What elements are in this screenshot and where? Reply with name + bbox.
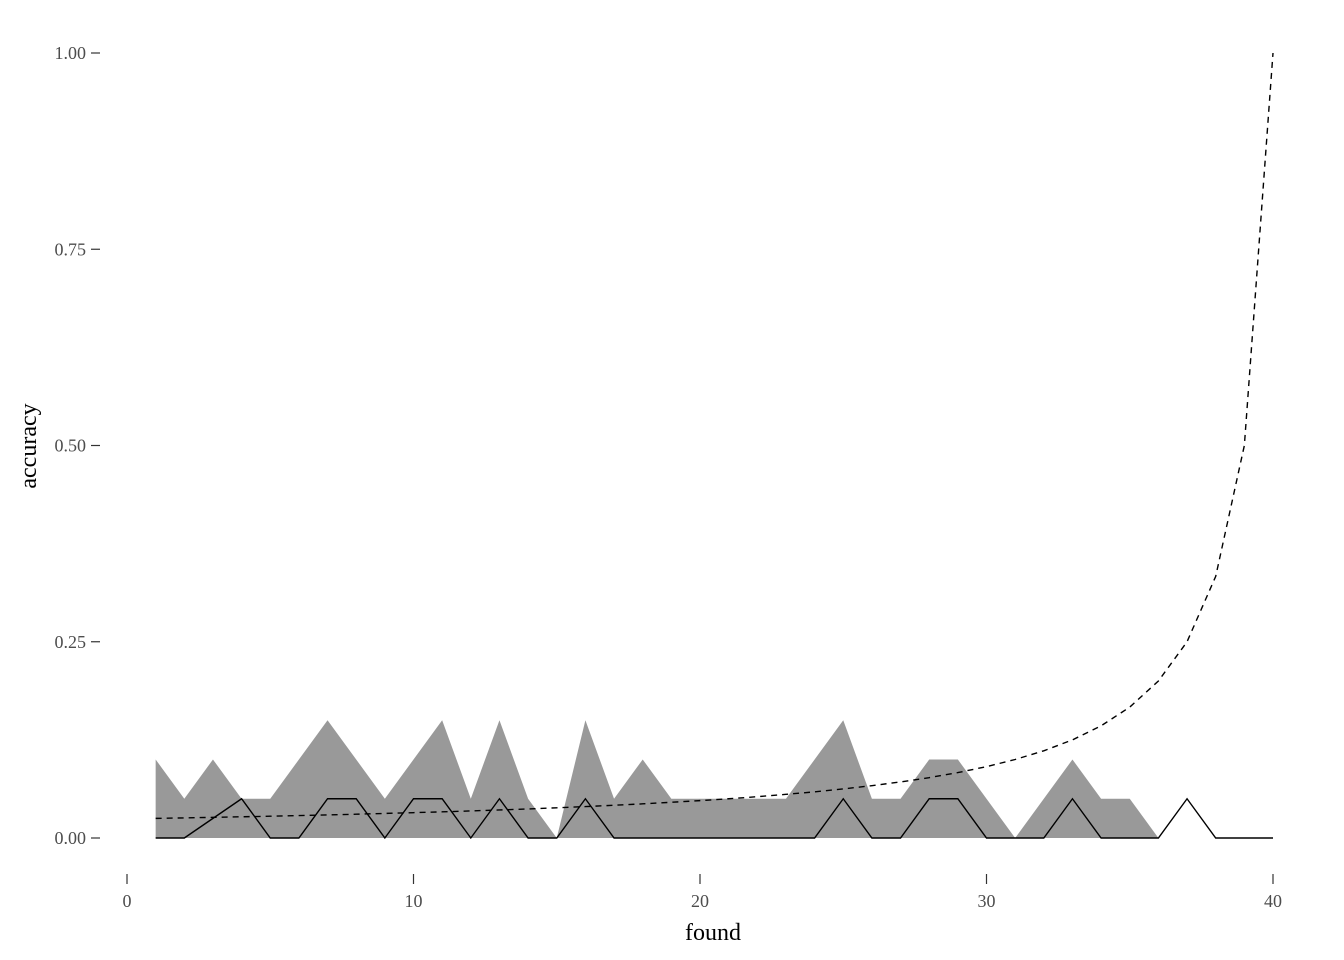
y-axis-title: accuracy xyxy=(16,403,42,488)
y-tick-label: 0.25 xyxy=(55,632,87,652)
x-tick-label: 0 xyxy=(123,891,132,911)
reference-curve xyxy=(155,52,1274,820)
y-tick-label: 0.00 xyxy=(55,828,87,848)
x-tick-label: 40 xyxy=(1264,891,1282,911)
y-tick-label: 0.75 xyxy=(55,239,87,259)
x-tick-label: 20 xyxy=(691,891,709,911)
x-tick-label: 30 xyxy=(978,891,996,911)
plot-area xyxy=(155,52,1274,840)
series-line xyxy=(155,797,1273,840)
band-area xyxy=(155,720,1159,838)
y-axis: 0.00 0.25 0.50 0.75 1.00 xyxy=(55,43,100,848)
x-axis-title: found xyxy=(685,920,741,946)
y-tick-label: 0.50 xyxy=(55,436,87,456)
x-tick-label: 10 xyxy=(405,891,423,911)
y-tick-label: 1.00 xyxy=(55,43,87,63)
x-axis: 0 10 20 30 40 xyxy=(123,874,1282,911)
